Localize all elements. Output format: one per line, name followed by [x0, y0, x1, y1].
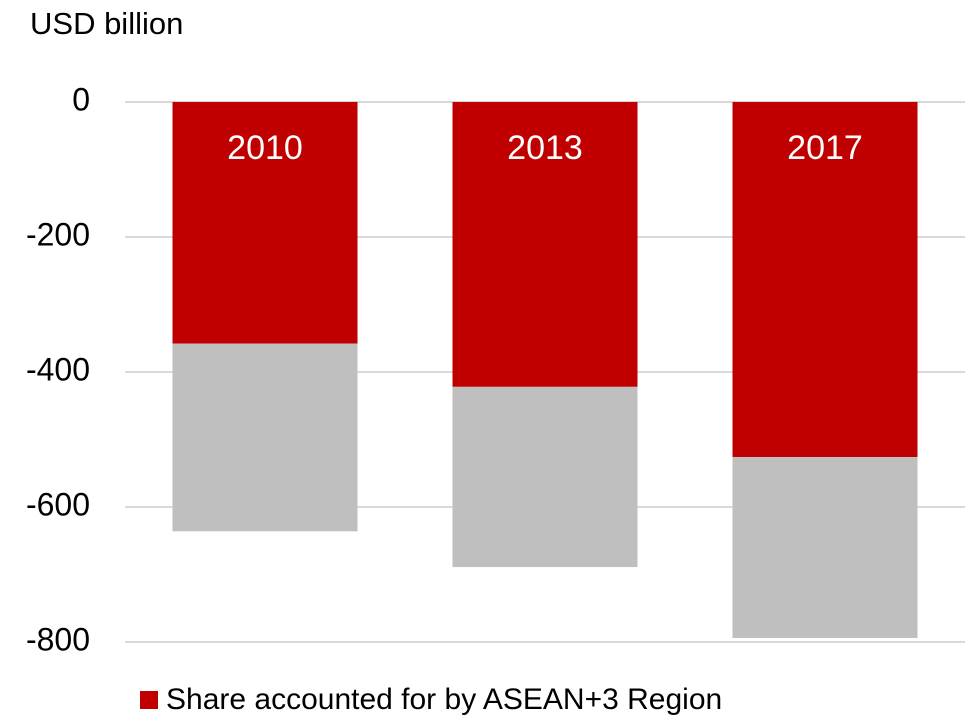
bar-segment [732, 457, 918, 638]
y-tick-label: -800 [26, 621, 90, 657]
y-tick-label: 0 [72, 81, 90, 117]
bar-segment [172, 102, 358, 344]
legend-swatch [140, 691, 158, 709]
category-label: 2010 [227, 129, 303, 167]
legend-label: Share accounted for by ASEAN+3 Region [166, 683, 722, 716]
category-label: 2013 [507, 129, 583, 167]
y-tick-label: -200 [26, 216, 90, 252]
bar-segment [452, 102, 638, 387]
bar-segment [732, 102, 918, 458]
bar-segment [452, 386, 638, 568]
bar-segment [172, 343, 358, 532]
category-label: 2017 [787, 129, 863, 167]
y-axis-label: USD billion [30, 6, 183, 41]
y-tick-label: -400 [26, 351, 90, 387]
y-tick-label: -600 [26, 486, 90, 522]
